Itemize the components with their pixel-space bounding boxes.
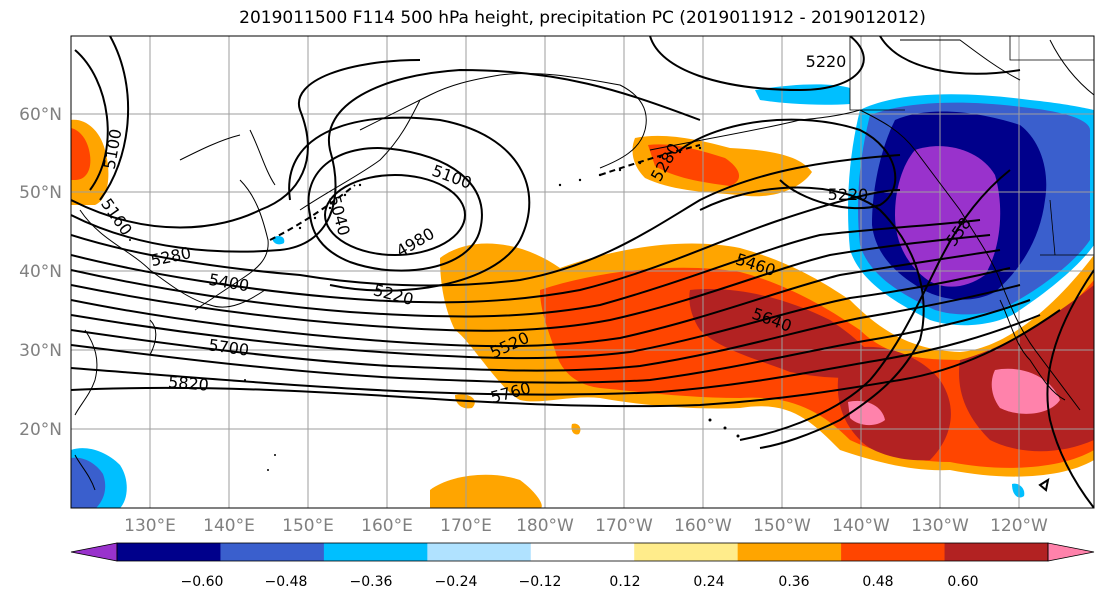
lon-label: 130°E [124,516,176,536]
colorbar-frame [116,542,1049,562]
lon-label: 120°W [990,516,1048,536]
lat-label: 50°N [19,183,62,203]
lon-label: 150°W [753,516,811,536]
latitude-labels: 60°N 50°N 40°N 30°N 20°N [19,105,62,440]
lat-label: 30°N [19,341,62,361]
colorbar-tick-label: 0.12 [609,574,640,590]
colorbar-tick-label: −0.60 [181,574,224,590]
lat-label: 60°N [19,105,62,125]
colorbar-segment [530,543,635,561]
colorbar-tick-label: −0.36 [350,574,393,590]
borders [849,36,1094,256]
height-contours [71,36,1094,508]
contour-label: 5820 [167,372,209,394]
lon-label: 150°E [282,516,334,536]
colorbar-segment [634,543,739,561]
coastlines [74,39,1094,491]
colorbar-tick-label: 0.48 [862,574,893,590]
lon-label: 160°E [361,516,413,536]
map-frame [70,35,1095,509]
colorbar-segment [117,543,221,561]
lon-label: 160°W [674,516,732,536]
graticule [71,36,1094,508]
colorbar-tick-label: −0.48 [265,574,308,590]
colorbar [70,542,1095,562]
dashed-contour-2 [599,144,701,176]
lon-label: 130°W [911,516,969,536]
colorbar-segment [841,543,946,561]
contour-label: 5220 [828,185,869,204]
map-title: 2019011500 F114 500 hPa height, precipit… [239,8,926,28]
colorbar-labels: −0.60 −0.48 −0.36 −0.24 −0.12 0.12 0.24 … [181,574,979,590]
lon-label: 170°E [440,516,492,536]
colorbar-tick-label: −0.12 [519,574,562,590]
colorbar-extension-high [1047,542,1095,562]
lon-label: 180°W [516,516,574,536]
colorbar-tick-label: 0.60 [947,574,978,590]
colorbar-tick-label: 0.24 [693,574,724,590]
colorbar-segment [944,543,1049,561]
colorbar-segment [427,543,532,561]
contour-label: 5220 [806,52,847,71]
lon-label: 140°W [832,516,890,536]
lat-label: 40°N [19,262,62,282]
colorbar-tick-label: 0.36 [778,574,809,590]
colorbar-segment [737,543,842,561]
colorbar-segment [323,543,428,561]
longitude-labels: 130°E 140°E 150°E 160°E 170°E 180°W 170°… [124,516,1048,536]
colorbar-tick-label: −0.24 [435,574,478,590]
dashed-contour [269,184,356,241]
colorbar-extension-low [70,542,118,562]
aleutian-islands [129,146,740,471]
lat-label: 20°N [19,420,62,440]
lon-label: 140°E [203,516,255,536]
lon-label: 170°W [595,516,653,536]
colorbar-segment [220,543,325,561]
